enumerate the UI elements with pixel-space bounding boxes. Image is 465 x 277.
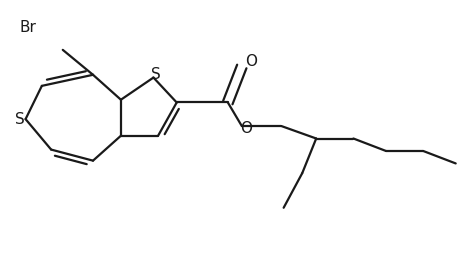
Text: S: S [151, 67, 160, 82]
Text: Br: Br [20, 20, 36, 35]
Text: S: S [15, 112, 24, 127]
Text: O: O [245, 54, 257, 69]
Text: O: O [240, 121, 252, 136]
